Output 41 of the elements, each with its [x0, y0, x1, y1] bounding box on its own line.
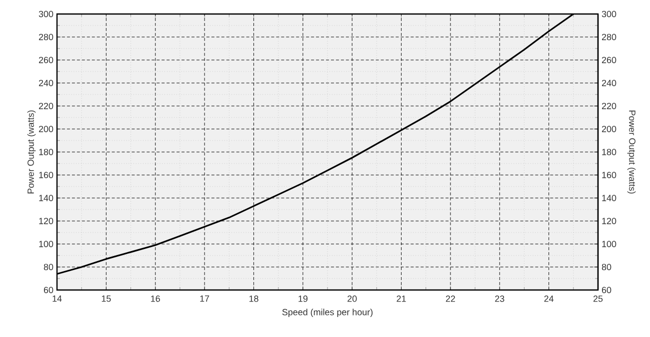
x-tick-label: 23	[495, 296, 504, 302]
x-tick-label: 18	[249, 296, 258, 302]
y-axis-title: Power Output (watts)	[27, 110, 36, 194]
y-tick-label: 240	[38, 80, 54, 86]
y-tick-label: 260	[38, 56, 54, 64]
y2-tick-label: 300	[602, 10, 616, 18]
y2-tick-label: 160	[602, 172, 616, 178]
y-tick-label: 100	[39, 240, 54, 248]
y2-tick-label: 180	[602, 148, 616, 156]
x-tick-label: 21	[396, 296, 406, 302]
x-tick-label: 25	[593, 296, 603, 302]
y2-tick-label: 240	[602, 80, 616, 86]
y-tick-label: 220	[38, 102, 54, 110]
x-tick-label: 14	[52, 296, 62, 302]
y2-tick-label: 120	[602, 218, 616, 224]
y2-axis-title: Power Output (watts)	[627, 110, 636, 194]
x-tick-label: 20	[348, 296, 357, 302]
y-tick-label: 80	[44, 264, 54, 270]
x-tick-label: 16	[151, 296, 160, 302]
y-tick-label: 60	[44, 286, 54, 294]
y-tick-label: 300	[38, 10, 54, 18]
y-tick-label: 120	[39, 218, 54, 224]
y2-tick-label: 60	[602, 286, 612, 294]
y-tick-label: 200	[38, 126, 54, 132]
x-axis-title: Speed (miles per hour)	[282, 308, 373, 318]
x-tick-label: 15	[102, 296, 111, 302]
y2-tick-label: 220	[602, 102, 616, 110]
y-tick-label: 140	[39, 194, 54, 202]
x-tick-label: 19	[298, 296, 308, 302]
y-tick-label: 180	[39, 148, 54, 156]
x-tick-label: 17	[200, 296, 210, 302]
y2-tick-label: 100	[602, 240, 616, 248]
y2-tick-label: 200	[602, 126, 616, 132]
y-tick-label: 280	[38, 34, 54, 40]
y2-tick-label: 140	[602, 194, 616, 202]
y-tick-label: 160	[39, 172, 54, 178]
y2-tick-label: 80	[602, 264, 612, 270]
y2-tick-label: 280	[602, 34, 616, 40]
y2-tick-label: 260	[602, 56, 616, 64]
x-tick-label: 24	[544, 296, 554, 302]
x-tick-label: 22	[446, 296, 455, 302]
